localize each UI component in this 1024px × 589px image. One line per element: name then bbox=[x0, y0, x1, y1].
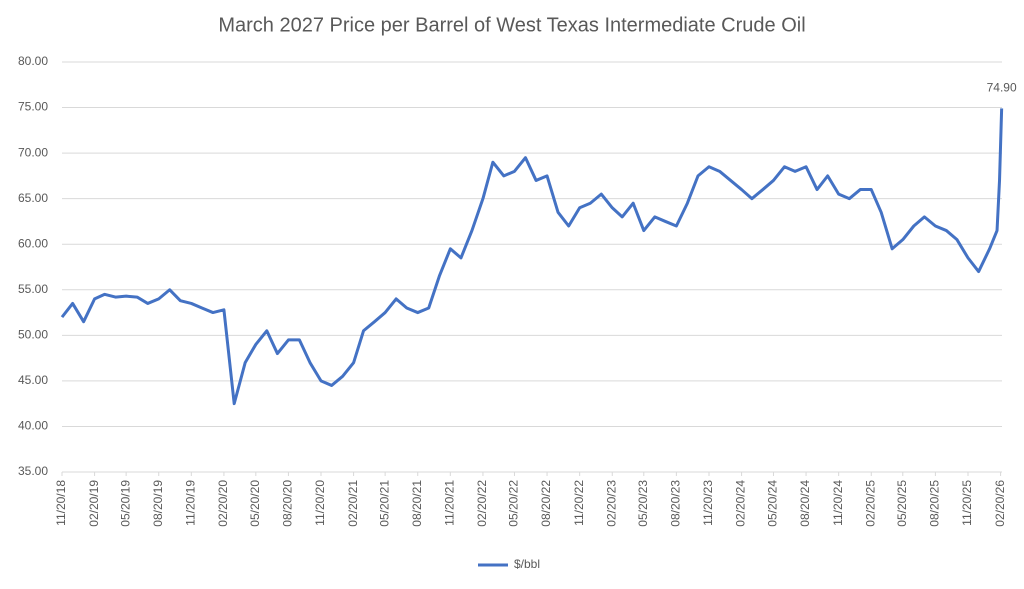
x-tick-label: 05/20/23 bbox=[636, 480, 650, 527]
y-tick-label: 55.00 bbox=[18, 282, 48, 296]
x-tick-label: 02/20/24 bbox=[734, 480, 748, 527]
line-series bbox=[60, 108, 1004, 406]
x-tick-label: 11/20/23 bbox=[701, 480, 715, 526]
y-tick-label: 80.00 bbox=[18, 54, 48, 68]
data-label: 74.90 bbox=[987, 81, 1017, 95]
x-tick-label: 11/20/25 bbox=[960, 480, 974, 526]
y-tick-label: 45.00 bbox=[18, 373, 48, 387]
y-tick-label: 35.00 bbox=[18, 464, 48, 478]
y-tick-label: 50.00 bbox=[18, 328, 48, 342]
x-tick-label: 08/20/22 bbox=[539, 480, 553, 527]
y-tick-label: 40.00 bbox=[18, 419, 48, 433]
x-tick-label: 11/20/20 bbox=[313, 480, 327, 526]
x-tick-label: 08/20/19 bbox=[151, 480, 165, 527]
x-tick-label: 02/20/25 bbox=[863, 480, 877, 527]
chart-title: March 2027 Price per Barrel of West Texa… bbox=[218, 14, 805, 36]
y-tick-label: 60.00 bbox=[18, 236, 48, 250]
x-tick-label: 08/20/21 bbox=[410, 480, 424, 527]
x-tick-label: 11/20/24 bbox=[831, 480, 845, 526]
x-tick-label: 02/20/20 bbox=[216, 480, 230, 527]
x-tick-label: 02/20/23 bbox=[604, 480, 618, 527]
x-tick-label: 05/20/24 bbox=[766, 480, 780, 527]
x-tick-label: 02/20/26 bbox=[993, 480, 1007, 527]
x-tick-label: 08/20/20 bbox=[281, 480, 295, 527]
y-tick-label: 70.00 bbox=[18, 145, 48, 159]
x-tick-label: 05/20/25 bbox=[895, 480, 909, 527]
x-tick-label: 02/20/22 bbox=[475, 480, 489, 527]
x-tick-label: 11/20/21 bbox=[443, 480, 457, 526]
x-tick-label: 08/20/24 bbox=[798, 480, 812, 527]
legend-label: $/bbl bbox=[514, 557, 540, 571]
x-tick-label: 02/20/21 bbox=[346, 480, 360, 527]
x-tick-label: 05/20/22 bbox=[507, 480, 521, 527]
y-tick-label: 65.00 bbox=[18, 191, 48, 205]
x-tick-label: 11/20/18 bbox=[54, 480, 68, 526]
y-tick-label: 75.00 bbox=[18, 100, 48, 114]
x-tick-label: 05/20/19 bbox=[118, 480, 132, 527]
x-tick-label: 11/20/19 bbox=[183, 480, 197, 526]
x-tick-label: 05/20/21 bbox=[377, 480, 391, 527]
x-tick-label: 05/20/20 bbox=[248, 480, 262, 527]
x-tick-label: 02/20/19 bbox=[87, 480, 101, 527]
x-tick-label: 08/20/25 bbox=[928, 480, 942, 527]
x-tick-label: 11/20/22 bbox=[572, 480, 586, 526]
x-tick-label: 08/20/23 bbox=[669, 480, 683, 527]
